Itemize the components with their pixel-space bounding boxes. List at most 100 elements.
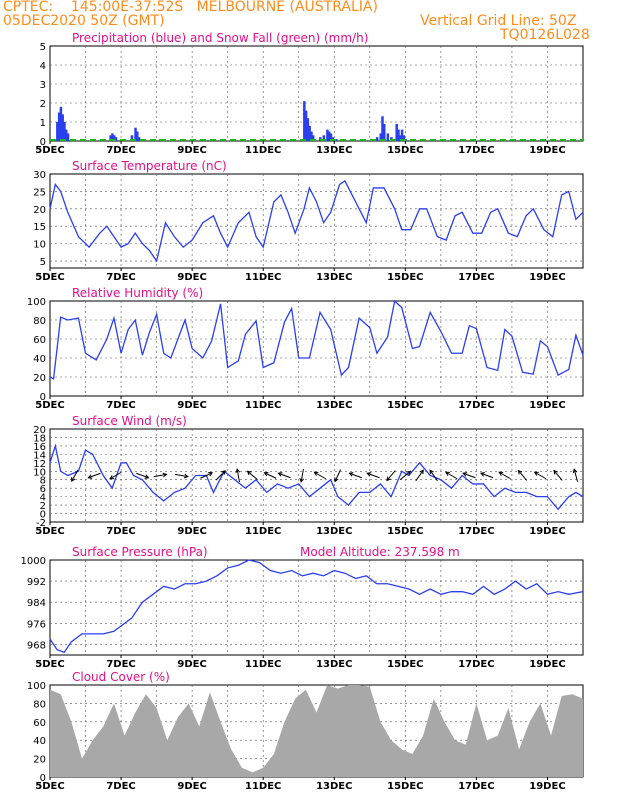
precip-bar [329,133,333,141]
precip-bar [226,140,230,141]
precip-bar [304,110,308,141]
precip-bar [400,129,404,141]
wind-arrow-shaft [153,473,167,478]
panel-3-xtick-label: 13DEC [316,400,352,411]
panel-2-xtick-label: 15DEC [387,272,423,283]
panel-6-xtick-label: 17DEC [458,781,494,792]
panel-2-xtick-label: 7DEC [106,272,135,283]
panel-5-ytick-label: 968 [27,640,46,651]
wind-arrow-shaft [400,470,411,481]
wind-arrow-head [419,469,424,475]
panel-1-xtick-label: 7DEC [106,145,135,156]
precip-bar [311,135,315,141]
wind-arrow-head [479,472,485,477]
panel-4-ytick-label: 16 [33,442,46,453]
panel-1-xtick-label: 19DEC [529,145,565,156]
precip-bar [134,127,137,141]
cloud-cover-area [50,685,583,777]
wind-arrow-head [87,474,93,479]
panel-3-ytick-label: 80 [33,316,46,327]
panel-6-xtick-label: 15DEC [387,781,423,792]
panel-3-title: Relative Humidity (%) [72,286,203,300]
wind-arrow-head [462,472,468,477]
panel-4-xtick-label: 19DEC [529,526,565,537]
precip-bar [381,116,384,141]
precip-bar [310,131,313,141]
wind-arrow-head [144,474,150,479]
panel-2-ytick-label: 15 [33,222,46,233]
wind-arrow-head [235,468,241,474]
wind-arrow-head [444,471,450,476]
panel-5-ytick-label: 1000 [21,556,46,567]
panel-1-xtick-label: 17DEC [458,145,494,156]
panel-5-frame [49,559,584,656]
wind-arrow-head [572,468,578,474]
panel-5-ytick-label: 992 [27,577,46,588]
wind-arrow-head [334,477,339,483]
panel-1-ytick-label: 2 [40,99,46,110]
panel-1-xtick-label: 5DEC [35,145,64,156]
panel-2-xtick-label: 9DEC [177,272,206,283]
panel-4-xtick-label: 11DEC [245,526,281,537]
panel-1-xtick-label: 9DEC [177,145,206,156]
panel-5-xtick-label: 13DEC [316,659,352,670]
precip-bar [383,123,386,141]
precip-bar [64,129,68,141]
panel-4-xtick-label: 5DEC [35,526,64,537]
wind-arrow-head [208,471,214,477]
panel-2-ytick-label: 30 [33,170,46,181]
wind-arrow-shaft [553,470,563,481]
panel-2-ytick-label: 20 [33,205,46,216]
header-code: TQ0126L028 [500,27,590,43]
wind-arrow-shaft [71,469,79,482]
wind-arrow-head [162,472,168,478]
header-location: CPTEC: 145:00E-37:52S MELBOURNE (AUSTRAL… [3,0,378,15]
precip-bar [306,118,310,141]
precip-bar [112,135,116,141]
panel-2-frame [49,173,584,269]
panel-6-xtick-label: 11DEC [245,781,281,792]
header-grid-note: Vertical Grid Line: 50Z [420,13,577,29]
precip-bar [57,112,61,141]
wind-arrow-shaft [109,471,122,480]
panel-2-xtick-label: 19DEC [529,272,565,283]
panel-4-xtick-label: 15DEC [387,526,423,537]
precip-bar [63,122,66,141]
precip-bar [137,137,141,141]
wind-arrow-head [366,472,372,477]
panel-4-xtick-label: 7DEC [106,526,135,537]
panel-6-ytick-label: 20 [33,755,46,766]
panel-1-ytick-label: 5 [40,42,46,53]
wind-arrow-shaft [415,469,424,482]
panel-5-xtick-label: 5DEC [35,659,64,670]
panel-3-xtick-label: 15DEC [387,400,423,411]
precip-bar [130,135,134,141]
panel-2-title: Surface Temperature (nC) [72,159,227,173]
panel-6-xtick-label: 13DEC [316,781,352,792]
wind-arrow-shaft [445,471,458,480]
panel-3-xtick-label: 5DEC [35,400,64,411]
wind-arrow-head [429,469,434,475]
wind-arrow-head [498,471,504,476]
panel-2-series-line [49,180,584,263]
precip-bar [66,133,70,141]
wind-arrow-shaft [278,472,291,479]
panel-6-ytick-label: 60 [33,718,46,729]
panel-6-ytick-label: 100 [27,681,46,692]
precip-bar [308,125,311,141]
precip-bar [109,135,112,141]
panel-3-ytick-label: 40 [33,354,46,365]
panel-1-ytick-label: 4 [40,61,46,72]
panel-3-series-line [49,299,584,380]
panel-4-ytick-label: 0 [40,510,46,521]
panel-6-ytick-label: 80 [33,699,46,710]
wind-arrow-shaft [215,470,226,481]
wind-arrow-head [277,472,283,477]
precip-bar [59,106,63,141]
precip-bar [397,129,400,141]
wind-arrow-head [348,472,354,477]
panel-3-frame [49,300,584,397]
wind-arrow-head [299,477,305,483]
precip-bar [303,101,306,141]
